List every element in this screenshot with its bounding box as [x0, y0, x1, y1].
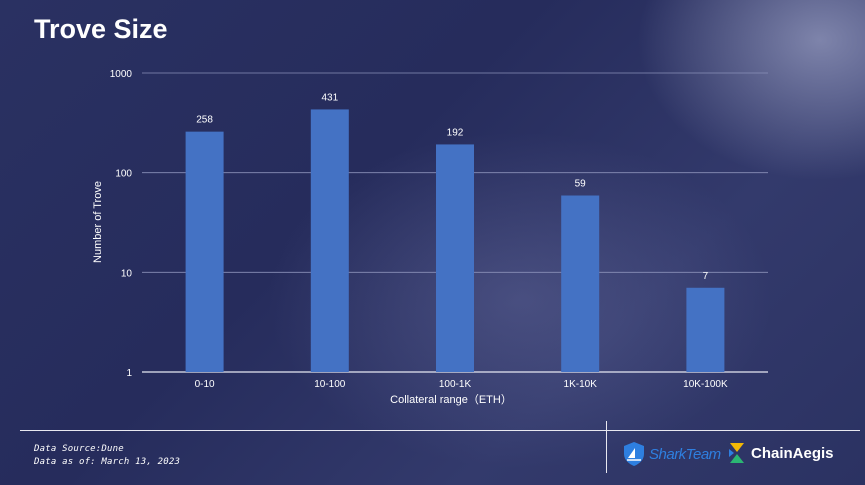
- data-label: 7: [703, 271, 709, 282]
- y-tick-label: 1000: [110, 69, 133, 80]
- data-label: 258: [196, 115, 213, 126]
- chainaegis-hourglass-icon: [729, 443, 744, 463]
- data-label: 431: [321, 92, 338, 103]
- bar-100-1K: [436, 144, 474, 372]
- sharkteam-wordmark: SharkTeam: [649, 445, 721, 463]
- data-label: 192: [447, 127, 464, 138]
- bar-10-100: [310, 109, 349, 373]
- sharkteam-logo: SharkTeam: [622, 441, 721, 467]
- data-label: 59: [575, 179, 587, 190]
- data-labels: 258 431 192 59 7: [196, 92, 708, 281]
- shark-shield-icon: [624, 442, 644, 466]
- y-tick-label: 10: [121, 268, 133, 279]
- y-tick-labels: 1 10 100 1000: [110, 69, 133, 379]
- data-source-note: Data Source:Dune: [34, 444, 124, 454]
- x-tick-label: 10-100: [314, 379, 346, 390]
- data-date-note: Data as of: March 13, 2023: [34, 457, 181, 467]
- y-axis-label: Number of Trove: [92, 181, 104, 263]
- bar-1K-10K: [561, 195, 600, 372]
- footer-divider: [606, 421, 607, 473]
- x-tick-label: 100-1K: [439, 379, 472, 390]
- page-title: Trove Size: [34, 14, 168, 44]
- bars: [185, 109, 725, 373]
- chainaegis-wordmark: ChainAegis: [751, 444, 834, 462]
- chainaegis-logo: ChainAegis: [727, 441, 834, 465]
- y-tick-label: 1: [126, 368, 132, 379]
- bar-10K-100K: [686, 287, 725, 372]
- x-axis-label: Collateral range（ETH）: [390, 393, 512, 406]
- x-tick-labels: 0-10 10-100 100-1K 1K-10K 10K-100K: [195, 379, 728, 390]
- y-tick-label: 100: [115, 169, 132, 180]
- x-tick-label: 1K-10K: [564, 379, 598, 390]
- bar-0-10: [185, 131, 224, 372]
- x-tick-label: 0-10: [195, 379, 215, 390]
- x-tick-label: 10K-100K: [683, 379, 728, 390]
- footer-rule: [20, 430, 860, 431]
